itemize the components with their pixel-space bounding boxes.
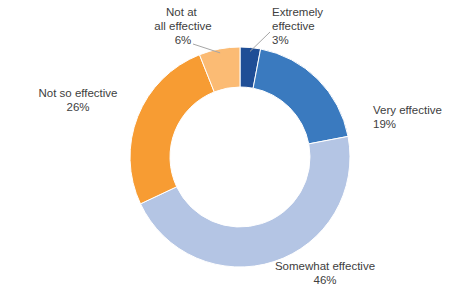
slice: [253, 49, 348, 144]
chart: Extremely effective 3% Very effective 19% So…: [0, 0, 459, 308]
slice: [130, 55, 214, 204]
category-label: Not at all effective: [154, 6, 211, 32]
leader-line: [250, 32, 270, 51]
slices: [130, 47, 350, 267]
labels: Extremely effective 3% Very effective 19% So…: [38, 6, 441, 286]
value-label: 19%: [373, 118, 396, 130]
value-label: 26%: [66, 101, 89, 113]
category-label: Extremely effective: [272, 6, 326, 32]
value-label: 46%: [313, 274, 336, 286]
leader-line: [193, 44, 220, 53]
category-label: Very effective: [373, 104, 442, 116]
value-label: 3%: [272, 34, 289, 46]
category-label: Not so effective: [38, 87, 117, 99]
category-label: Somewhat effective: [275, 260, 375, 272]
slice: [140, 136, 350, 267]
slice: [200, 47, 240, 92]
value-label: 6%: [175, 34, 192, 46]
